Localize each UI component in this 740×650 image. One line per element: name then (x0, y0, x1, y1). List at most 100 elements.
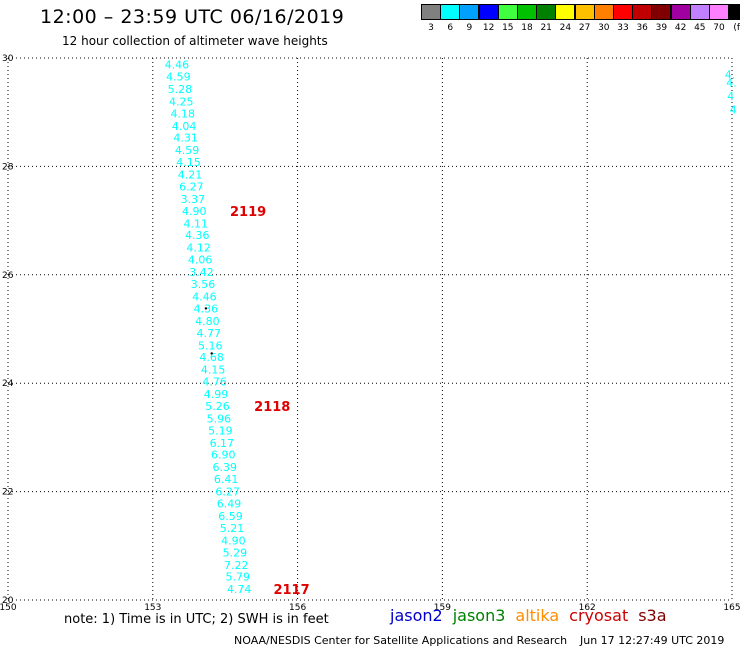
wave-height-value-partial: 4. (725, 68, 736, 81)
legend-swatch (670, 4, 691, 20)
wave-height-value: 6.17 (210, 437, 235, 450)
wave-height-value: 6.90 (211, 449, 236, 462)
wave-height-value: 7.22 (224, 559, 249, 572)
wave-height-value-partial: 4. (726, 76, 737, 89)
wave-height-value: 3.37 (181, 193, 206, 206)
track-time-label: 2119 (230, 205, 266, 220)
wave-height-value: 4.21 (178, 169, 203, 182)
wave-height-value: 4.46 (192, 290, 217, 303)
wave-height-value: 5.26 (205, 400, 230, 413)
legend-label: 18 (521, 23, 533, 33)
lat-tick-label: 26 (2, 271, 14, 281)
satellite-legend-item: jason3 (452, 606, 506, 625)
lon-tick-label: 165 (723, 603, 740, 613)
wave-height-value: 6.59 (218, 510, 243, 523)
wave-height-value: 5.28 (168, 83, 193, 96)
track-dot (204, 307, 208, 310)
wave-height-value: 5.19 (208, 424, 233, 437)
legend-swatch (632, 4, 653, 20)
wave-height-value: 4.77 (197, 327, 222, 340)
lon-tick-label: 156 (289, 603, 306, 613)
wave-height-value: 6.27 (179, 180, 204, 193)
lat-tick-label: 22 (2, 488, 13, 498)
legend-label: 21 (540, 23, 552, 33)
legend-label: 27 (578, 23, 591, 33)
satellite-legend-item: altika (515, 606, 560, 625)
wave-height-value: 4.15 (201, 364, 226, 377)
legend-label: 70 (713, 23, 725, 33)
legend-swatch (440, 4, 461, 20)
legend-label: 33 (617, 23, 629, 33)
wave-height-value: 4.12 (186, 242, 211, 255)
legend-label: 3 (428, 23, 434, 33)
wave-height-value: 4.15 (176, 156, 201, 169)
wave-height-value: 4.18 (170, 107, 195, 120)
legend-label: 36 (636, 23, 648, 33)
wave-height-value: 4.11 (184, 217, 209, 230)
lat-tick-label: 24 (2, 379, 14, 389)
legend-swatch (593, 4, 614, 20)
wave-height-value: 4.04 (172, 120, 197, 133)
legend-swatch (478, 4, 499, 20)
wave-height-value: 4.99 (204, 388, 229, 401)
legend-label: 24 (559, 23, 572, 33)
legend-swatch (709, 4, 729, 20)
legend-swatch (728, 4, 740, 20)
legend-label: 39 (655, 23, 668, 33)
legend-swatch (517, 4, 537, 20)
wave-height-value: 4.36 (185, 229, 210, 242)
satellite-legend-item: jason2 (390, 606, 443, 625)
wave-height-value: 4.25 (169, 95, 194, 108)
legend-swatch (536, 4, 557, 20)
wave-height-value: 3.42 (189, 266, 214, 279)
wave-height-value: 6.41 (214, 473, 239, 486)
legend-label: 12 (482, 23, 495, 33)
wave-height-value: 6.49 (217, 498, 242, 511)
track-time-label: 2117 (273, 583, 309, 598)
legend-swatch (459, 4, 480, 20)
legend-label: 15 (502, 23, 514, 33)
wave-height-value: 4.80 (195, 315, 220, 328)
legend-swatch (421, 4, 441, 20)
wave-height-value: 5.79 (225, 571, 250, 584)
wave-height-value: 4.76 (202, 376, 227, 389)
wave-height-value: 4.06 (188, 254, 213, 267)
lat-tick-label: 20 (2, 596, 14, 606)
wave-height-value-partial: 4 (730, 103, 737, 116)
lon-tick-label: 150 (0, 603, 17, 613)
wave-height-value: 5.29 (223, 546, 248, 559)
legend-swatch (613, 4, 633, 20)
map-subtitle: 12 hour collection of altimeter wave hei… (62, 34, 328, 48)
generated-timestamp: Jun 17 12:27:49 UTC 2019 (580, 634, 725, 647)
wave-height-value: 5.16 (198, 339, 223, 352)
wave-height-value: 6.39 (212, 461, 237, 474)
wave-height-value: 4.46 (165, 59, 190, 72)
legend-label: 6 (447, 23, 454, 33)
legend-swatch (651, 4, 672, 20)
wave-height-value: 4.59 (175, 144, 200, 157)
wave-height-value: 6.27 (215, 486, 240, 499)
legend-unit: (ft) (733, 23, 740, 33)
satellite-legend: jason2 jason3 altika cryosat s3a (390, 606, 677, 625)
legend-label: 45 (694, 23, 706, 33)
legend-swatch (555, 4, 576, 20)
units-note: note: 1) Time is in UTC; 2) SWH is in fe… (64, 612, 329, 627)
map-title: 12:00 – 23:59 UTC 06/16/2019 (40, 6, 345, 28)
wave-height-value: 4.90 (221, 534, 246, 547)
wave-height-value-partial: 4 (727, 90, 734, 103)
track-dot (210, 352, 213, 355)
wave-height-value: 4.31 (173, 132, 198, 145)
legend-swatch (574, 4, 595, 20)
wave-height-value: 4.74 (227, 583, 252, 596)
lon-tick-label: 153 (144, 603, 161, 613)
lat-tick-label: 28 (2, 162, 14, 172)
satellite-legend-item: cryosat (569, 606, 629, 625)
credit-line: NOAA/NESDIS Center for Satellite Applica… (234, 634, 568, 647)
satellite-legend-item: s3a (638, 606, 667, 625)
lat-tick-label: 30 (2, 54, 14, 64)
lon-tick-label: 159 (434, 603, 451, 613)
wave-height-value: 4.59 (166, 70, 191, 83)
track-time-label: 2118 (254, 400, 290, 415)
legend-label: 42 (674, 23, 687, 33)
